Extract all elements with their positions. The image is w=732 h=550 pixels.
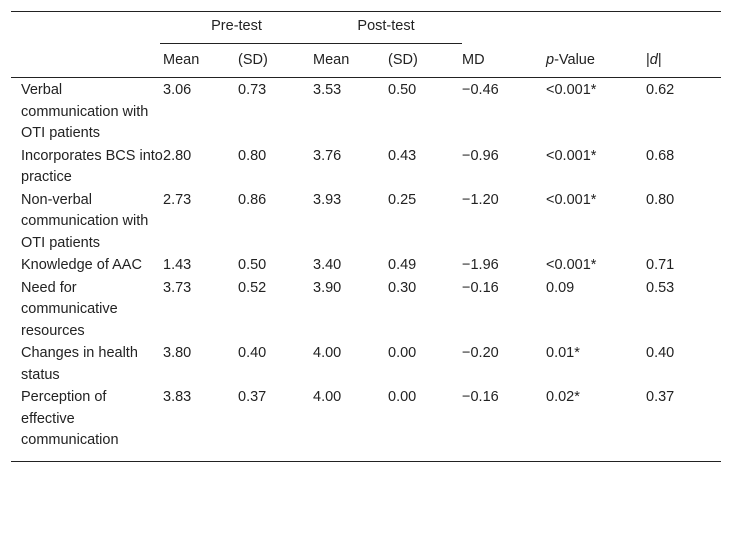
pre-sd-cell: 0.80 [238,147,267,164]
pre-mean-cell: 3.83 [163,386,238,462]
row-label: Need for communicative resources [21,279,118,339]
column-header: Mean [313,45,389,78]
post-mean-cell: 4.00 [313,345,342,361]
effect-size-cell: 0.53 [646,279,675,296]
pre-sd-cell: 0.37 [238,386,314,462]
post-mean-cell: 3.93 [313,191,342,208]
pre-mean-cell: 1.43 [163,257,192,273]
p-value-cell: <0.001* [546,147,597,164]
column-header: (SD) [238,45,314,78]
row-label: Non-verbal communication with OTI patien… [21,191,149,251]
effect-size-cell: 0.71 [646,257,675,273]
p-value-cell: 0.09 [546,279,575,296]
post-mean-cell: 3.76 [313,147,342,164]
post-sd-cell: 0.25 [388,191,417,208]
md-cell: −0.96 [462,147,499,164]
d-italic: d [649,52,658,69]
results-table: Pre-test Post-test Mean (SD) Mean (SD) M… [11,11,722,462]
effect-size-cell: 0.80 [646,191,675,208]
column-header-row: Mean (SD) Mean (SD) MD p-Value |d| [11,45,722,78]
post-mean-cell: 4.00 [313,386,389,462]
pre-sd-cell: 0.52 [238,279,267,296]
post-sd-cell: 0.00 [388,386,463,462]
pre-mean-cell: 2.73 [163,191,192,208]
p-value-cell: <0.001* [546,257,597,273]
pre-mean-cell: 3.80 [163,345,192,361]
p-value-cell: 0.01* [546,345,580,361]
group-post-test: Post-test [310,11,463,45]
p-value-cell: <0.001* [546,191,597,208]
pre-sd-cell: 0.40 [238,345,267,361]
effect-size-cell: 0.37 [646,386,722,462]
pre-mean-cell: 2.80 [163,147,192,164]
group-header-row: Pre-test Post-test [11,11,722,45]
pre-mean-cell: 3.73 [163,279,192,296]
effect-size-cell: 0.62 [646,82,675,98]
md-cell: −0.16 [462,279,499,296]
p-value-cell: 0.02* [546,386,647,462]
column-header: (SD) [388,45,463,78]
table-row: Changes in health status 3.80 0.40 4.00 0.00… [11,342,721,386]
p-value-cell: <0.001* [546,82,597,98]
column-header [11,45,163,78]
pre-sd-cell: 0.50 [238,257,267,273]
row-label: Perception of effective communication [11,386,163,462]
column-header: Mean [163,45,238,78]
column-header: MD [462,45,547,78]
pre-sd-cell: 0.86 [238,191,267,208]
md-cell: −1.20 [462,191,499,208]
post-sd-cell: 0.43 [388,147,417,164]
pre-mean-cell: 3.06 [163,82,192,98]
post-sd-cell: 0.00 [388,345,417,361]
post-sd-cell: 0.49 [388,257,417,273]
md-cell: −0.46 [462,82,499,98]
column-header-p-value: p-Value [546,45,647,78]
post-mean-cell: 3.40 [313,257,342,273]
row-label: Verbal communication with OTI patients [21,82,149,141]
md-cell: −0.16 [462,386,547,462]
post-sd-cell: 0.30 [388,279,417,296]
p-italic: p [546,52,555,69]
row-label: Incorporates BCS into practice [21,147,163,186]
table-row: Incorporates BCS into practice 2.80 0.80 3.… [11,145,721,189]
row-label: Changes in health status [21,345,138,383]
table-body: Verbal communication with OTI patients 3.… [11,78,722,462]
row-label: Knowledge of AAC [21,257,142,273]
table-row: Knowledge of AAC 1.43 0.50 3.40 0.49 −1.96 <0.… [11,254,721,277]
column-header-d: |d| [646,45,722,78]
md-cell: −1.96 [462,257,499,273]
pre-sd-cell: 0.73 [238,82,267,98]
post-mean-cell: 3.53 [313,82,342,98]
table-row: Verbal communication with OTI patients 3.… [11,78,721,145]
post-sd-cell: 0.50 [388,82,417,98]
table-row: Perception of effective communication 3.8… [11,386,722,462]
md-cell: −0.20 [462,345,499,361]
effect-size-cell: 0.40 [646,345,675,361]
post-mean-cell: 3.90 [313,279,342,296]
effect-size-cell: 0.68 [646,147,675,164]
group-pre-test: Pre-test [160,11,314,45]
table-row: Non-verbal communication with OTI patien… [11,189,721,255]
table-row: Need for communicative resources 3.73 0.52… [11,277,721,343]
